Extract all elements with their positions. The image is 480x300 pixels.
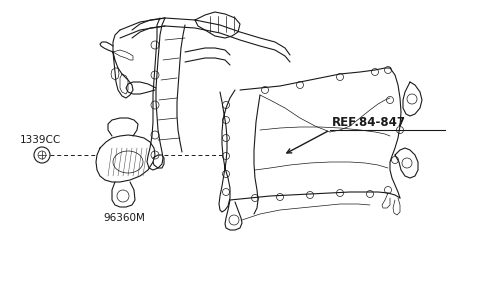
Text: 1339CC: 1339CC	[20, 135, 61, 145]
Text: 96360M: 96360M	[103, 213, 145, 223]
Text: REF.84-847: REF.84-847	[332, 116, 406, 128]
